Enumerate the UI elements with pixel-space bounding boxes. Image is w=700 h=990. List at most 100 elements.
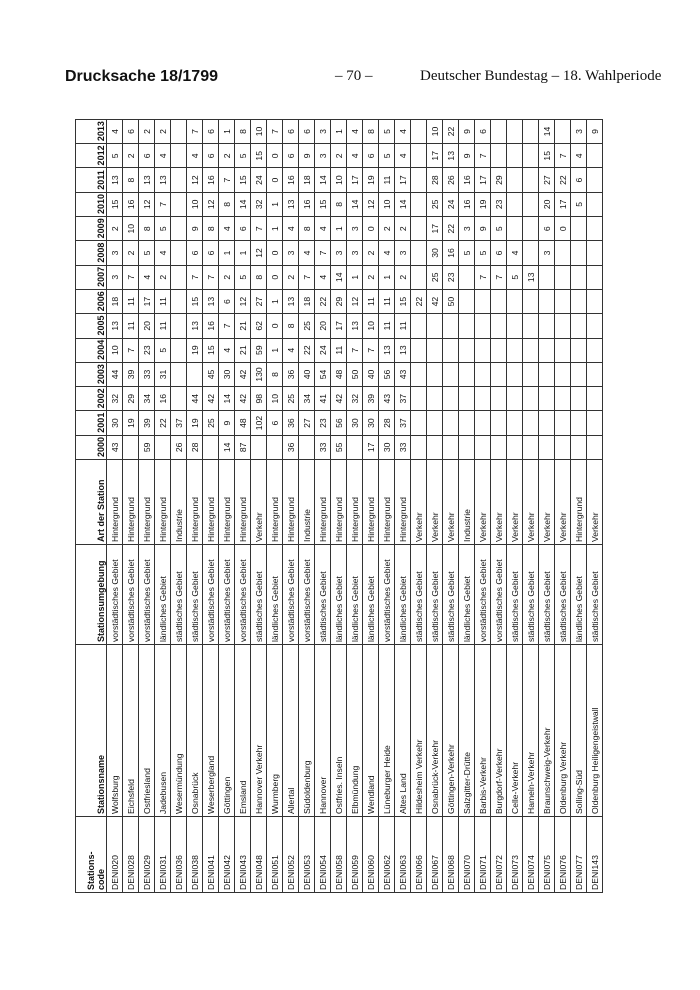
value-cell: 8 (330, 192, 347, 217)
value-cell: 7 (346, 338, 363, 363)
value-cell: 26 (170, 435, 187, 460)
station-environment-cell: vorstädtisches Gebiet (298, 544, 315, 645)
station-type-cell: Industrie (298, 459, 315, 545)
value-cell: 16 (122, 192, 139, 217)
station-type-cell: Hintergrund (202, 459, 219, 545)
value-cell: 13 (378, 338, 395, 363)
value-cell: 28 (378, 410, 395, 436)
value-cell: 17 (362, 435, 379, 460)
value-cell (490, 289, 507, 314)
table-row: DENI075 Braunschweig-Verkehr städtisches G… (538, 119, 555, 893)
value-cell (538, 410, 555, 436)
value-cell: 3 (458, 216, 475, 241)
value-cell: 33 (314, 435, 331, 460)
table-row: DENI063 Altes Land ländliches Gebiet Hinter… (394, 119, 411, 893)
value-cell: 1 (266, 192, 283, 217)
station-code-cell: DENI042 (218, 816, 235, 893)
station-type-cell: Hintergrund (106, 459, 123, 545)
station-type-cell: Verkehr (250, 459, 267, 545)
column-header: Stationsname (75, 644, 107, 817)
station-code-cell: DENI062 (378, 816, 395, 893)
value-cell: 4 (314, 216, 331, 241)
value-cell (170, 192, 187, 217)
value-cell: 14 (218, 435, 235, 460)
table-row: DENI058 Ostfries. Inseln ländliches Gebiet… (330, 119, 347, 893)
value-cell: 18 (298, 167, 315, 193)
column-header: 2004 (75, 338, 107, 363)
station-name-cell: Oldenburg Heiligengeistwall (586, 644, 603, 817)
station-environment-cell: vorstädtisches Gebiet (282, 544, 299, 645)
value-cell (506, 435, 523, 460)
value-cell: 6 (218, 289, 235, 314)
value-cell: 6 (282, 119, 299, 144)
value-cell: 8 (138, 216, 155, 241)
value-cell: 29 (330, 289, 347, 314)
table-row: DENI031 Jadebusen ländliches Gebiet Hinterg… (154, 119, 171, 893)
value-cell (554, 313, 571, 339)
value-cell: 27 (298, 410, 315, 436)
value-cell: 12 (362, 192, 379, 217)
table-row: DENI071 Barbis-Verkehr vorstädtisches Gebi… (474, 119, 491, 893)
value-cell: 37 (170, 410, 187, 436)
station-code-cell: DENI043 (234, 816, 251, 893)
column-header: 2013 (75, 119, 107, 144)
value-cell: 30 (362, 410, 379, 436)
column-header: 2012 (75, 143, 107, 168)
value-cell: 22 (554, 167, 571, 193)
value-cell: 5 (570, 192, 587, 217)
value-cell: 8 (202, 216, 219, 241)
value-cell: 4 (378, 240, 395, 266)
value-cell: 10 (266, 386, 283, 411)
station-environment-cell: ländliches Gebiet (266, 544, 283, 645)
value-cell: 16 (298, 192, 315, 217)
value-cell: 22 (442, 216, 459, 241)
value-cell (458, 386, 475, 411)
station-code-cell: DENI020 (106, 816, 123, 893)
station-type-cell: Hintergrund (282, 459, 299, 545)
value-cell: 7 (298, 265, 315, 290)
value-cell: 4 (346, 119, 363, 144)
value-cell (410, 167, 427, 193)
value-cell: 3 (314, 143, 331, 168)
value-cell: 11 (154, 289, 171, 314)
value-cell (426, 362, 443, 387)
value-cell: 15 (106, 192, 123, 217)
value-cell: 19 (362, 167, 379, 193)
value-cell: 42 (330, 386, 347, 411)
value-cell: 5 (234, 143, 251, 168)
value-cell: 27 (538, 167, 555, 193)
station-name-cell: Salzgitter-Drütte (458, 644, 475, 817)
value-cell: 11 (330, 338, 347, 363)
value-cell (410, 240, 427, 266)
value-cell (250, 435, 267, 460)
value-cell: 15 (250, 143, 267, 168)
value-cell: 19 (122, 410, 139, 436)
value-cell: 15 (538, 143, 555, 168)
value-cell (538, 386, 555, 411)
station-name-cell: Braunschweig-Verkehr (538, 644, 555, 817)
value-cell (458, 265, 475, 290)
value-cell (154, 435, 171, 460)
value-cell: 20 (314, 313, 331, 339)
station-code-cell: DENI058 (330, 816, 347, 893)
value-cell: 6 (474, 119, 491, 144)
value-cell: 12 (234, 289, 251, 314)
value-cell: 48 (330, 362, 347, 387)
station-environment-cell: städtisches Gebiet (538, 544, 555, 645)
value-cell: 12 (186, 167, 203, 193)
value-cell (522, 435, 539, 460)
value-cell (522, 313, 539, 339)
value-cell: 25 (426, 265, 443, 290)
value-cell: 2 (394, 265, 411, 290)
value-cell: 32 (106, 386, 123, 411)
value-cell: 4 (506, 240, 523, 266)
value-cell: 13 (202, 289, 219, 314)
value-cell: 27 (250, 289, 267, 314)
table-row: DENI070 Salzgitter-Drütte ländliches Gebie… (458, 119, 475, 893)
station-environment-cell: städtisches Gebiet (522, 544, 539, 645)
value-cell: 7 (122, 265, 139, 290)
station-environment-cell: ländliches Gebiet (394, 544, 411, 645)
table-row: DENI029 Ostfriesland vorstädtisches Gebiet… (138, 119, 155, 893)
value-cell: 8 (250, 265, 267, 290)
value-cell: 15 (314, 192, 331, 217)
